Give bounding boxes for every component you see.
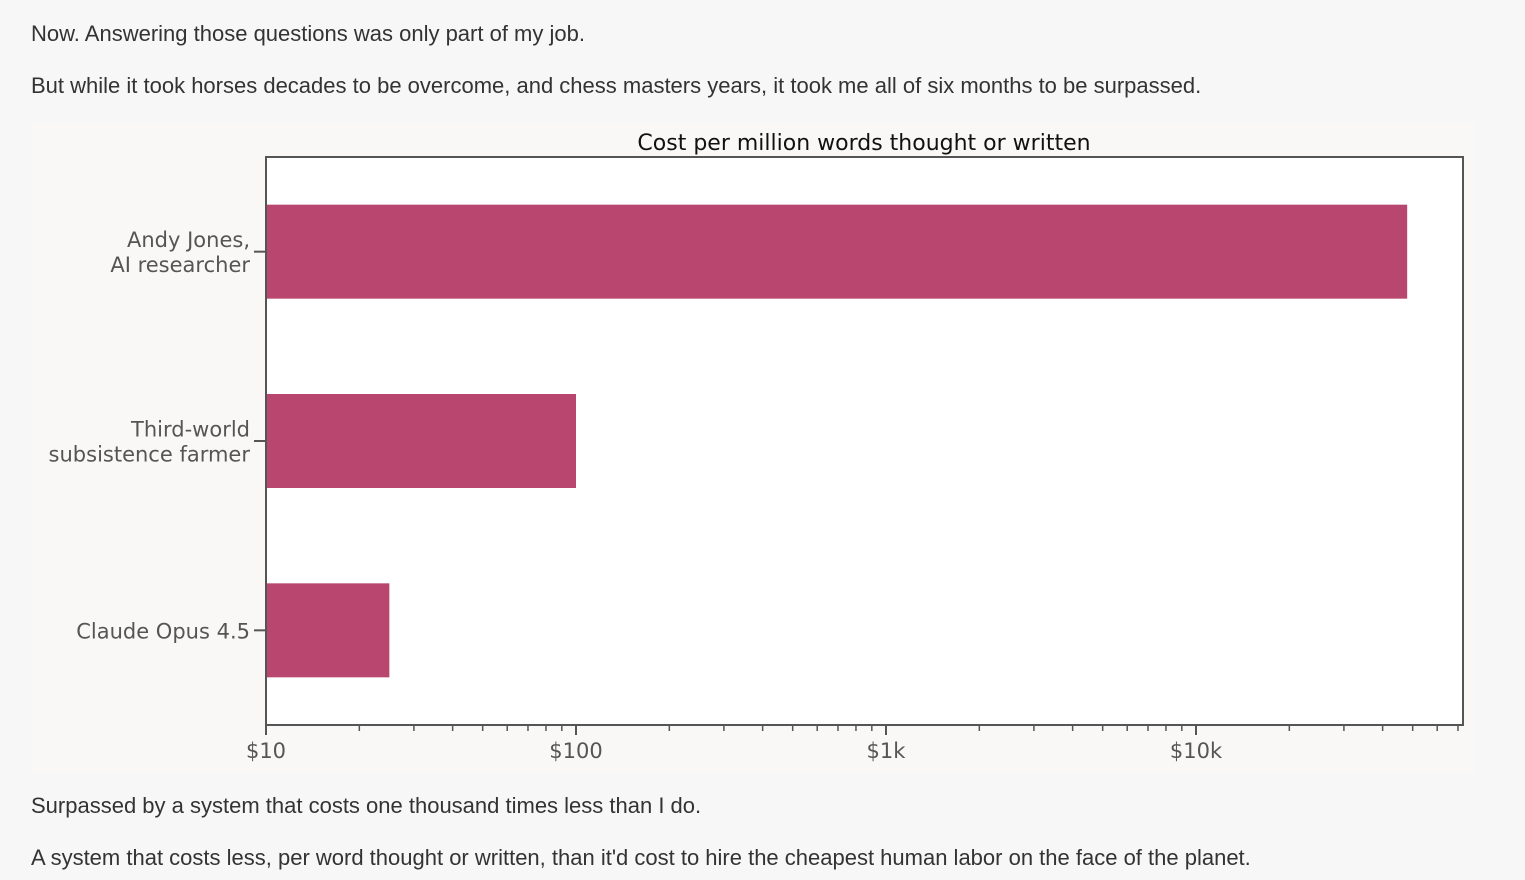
cost-chart: Andy Jones, AI researcher Third-world subsi… — [31, 123, 1475, 773]
x-tick-label-1: $100 — [549, 739, 602, 763]
x-tick-label-3: $10k — [1170, 739, 1223, 763]
category-label-0: Andy Jones, AI researcher — [110, 228, 250, 277]
paragraph-surpassed-timeline: But while it took horses decades to be o… — [31, 73, 1202, 98]
chart-title: Cost per million words thought or writte… — [637, 131, 1090, 156]
category-label-line: Claude Opus 4.5 — [76, 619, 250, 643]
bar-0 — [266, 204, 1408, 299]
x-tick-label-0: $10 — [246, 739, 286, 763]
category-label-line: Third-world — [130, 418, 250, 442]
paragraph-cheapest-labor: A system that costs less, per word thoug… — [31, 845, 1251, 870]
category-label-1: Third-world subsistence farmer — [49, 418, 251, 467]
category-label-2: Claude Opus 4.5 — [76, 619, 250, 643]
category-label-line: Andy Jones, — [127, 228, 250, 252]
paragraph-intro: Now. Answering those questions was only … — [31, 21, 585, 46]
category-label-line: AI researcher — [110, 253, 250, 277]
bar-1 — [266, 394, 576, 488]
bar-2 — [266, 583, 390, 678]
x-tick-label-2: $1k — [867, 739, 907, 763]
plot-frame — [265, 156, 1464, 726]
paragraph-cost-comparison: Surpassed by a system that costs one tho… — [31, 793, 702, 818]
cost-chart-svg: Andy Jones, AI researcher Third-world subsi… — [49, 131, 1464, 763]
category-label-line: subsistence farmer — [49, 443, 251, 467]
